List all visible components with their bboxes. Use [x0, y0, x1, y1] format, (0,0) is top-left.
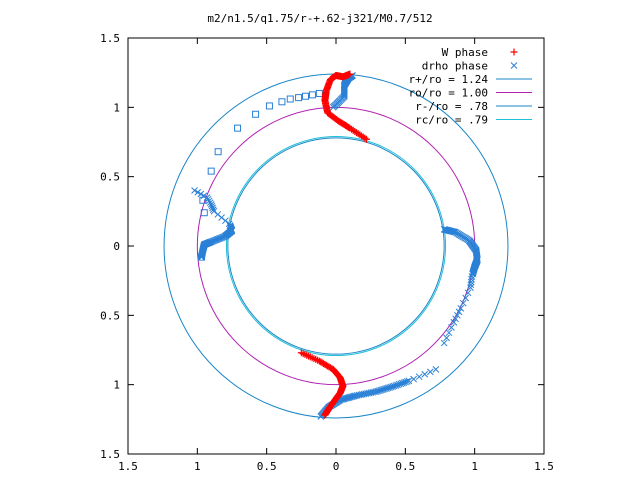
x-tick-label: 0.5 — [257, 460, 277, 473]
drho-point — [349, 72, 356, 79]
drho-point — [455, 308, 463, 316]
drho-point — [194, 188, 202, 196]
legend-label: drho phase — [422, 60, 488, 73]
drho-point — [469, 270, 476, 278]
drho-point — [209, 204, 216, 212]
drho-point — [349, 393, 357, 400]
drho-point — [453, 311, 461, 319]
y-tick-label: 1.5 — [100, 32, 120, 45]
legend-label: ro/ro = 1.00 — [409, 87, 488, 100]
y-tick-label: 1.5 — [100, 448, 120, 461]
y-tick-label: 1 — [113, 379, 120, 392]
x-tick-label: 1 — [194, 460, 201, 473]
legend-label: W phase — [442, 46, 488, 59]
drho-point — [440, 339, 448, 347]
drho-point — [445, 329, 453, 337]
ref-circle-2 — [227, 137, 445, 355]
drho-square-point — [200, 209, 208, 217]
drho-point — [345, 394, 353, 401]
ticks-layer: 1.5 1 0.5 0 0.5 1 1.51.510.500.511.5 — [100, 32, 554, 473]
drho-point — [191, 187, 198, 194]
drho-square-point — [308, 91, 316, 99]
drho-point — [467, 278, 475, 286]
drho-point — [450, 318, 458, 326]
drho-point — [448, 324, 455, 331]
drho-point — [468, 275, 475, 283]
drho-square-point — [234, 124, 242, 132]
drho-square-point — [214, 148, 222, 156]
drho-point — [203, 194, 211, 201]
x-tick-label: 0 — [333, 460, 340, 473]
drho-square-point — [301, 92, 309, 100]
drho-square-point — [197, 253, 205, 261]
drho-square-point — [278, 98, 286, 106]
drho-point — [462, 294, 470, 302]
x-tick-label: 1.5 — [534, 460, 554, 473]
legend-label: r+/ro = 1.24 — [409, 73, 489, 86]
drho-point — [209, 206, 217, 213]
y-tick-label: 1 — [113, 101, 120, 114]
drho-point — [467, 281, 475, 289]
x-tick-label: 1.5 — [118, 460, 138, 473]
drho-square-point — [252, 110, 260, 118]
drho-point — [432, 366, 440, 373]
drho-point — [344, 394, 352, 402]
drho-square-point — [315, 89, 323, 97]
drho-point — [346, 393, 354, 401]
drho-point — [348, 393, 355, 401]
drho-point — [468, 273, 476, 280]
drho-square-point — [199, 196, 207, 204]
w-phase-point — [346, 70, 354, 78]
points-layer — [191, 70, 481, 420]
drho-point — [340, 395, 348, 403]
drho-point — [405, 377, 413, 385]
legend-marker-x — [510, 62, 518, 69]
drho-point — [415, 373, 423, 381]
drho-square-point — [265, 102, 273, 110]
y-tick-label: 0.5 — [100, 309, 120, 322]
drho-square-point — [207, 167, 215, 175]
drho-point — [452, 315, 459, 323]
drho-square-point — [286, 95, 294, 103]
x-tick-label: 0.5 — [395, 460, 415, 473]
drho-point — [467, 284, 474, 291]
x-tick-label: 1 — [471, 460, 478, 473]
drho-point — [403, 378, 411, 385]
drho-point — [208, 202, 216, 210]
drho-point — [343, 394, 350, 402]
w-phase-point — [321, 411, 329, 419]
drho-point — [210, 207, 218, 215]
chart-title: m2/n1.5/q1.75/r-+.62-j321/M0.7/512 — [207, 12, 432, 25]
y-tick-label: 0.5 — [100, 171, 120, 184]
drho-point — [410, 375, 418, 383]
ref-circle-3 — [225, 135, 447, 357]
drho-point — [457, 305, 465, 312]
drho-point — [426, 368, 434, 376]
drho-point — [197, 190, 205, 198]
ref-circle-1 — [196, 106, 476, 386]
drho-point — [443, 334, 450, 342]
legend-label: rc/ro = .79 — [415, 114, 488, 127]
y-tick-label: 0 — [113, 240, 120, 253]
legend-label: r-/ro = .78 — [415, 100, 488, 113]
drho-point — [421, 370, 429, 378]
legend-marker-plus — [510, 48, 518, 56]
drho-point — [459, 299, 467, 307]
drho-square-point — [295, 94, 303, 102]
drho-point — [341, 395, 349, 402]
drho-point — [464, 289, 472, 297]
